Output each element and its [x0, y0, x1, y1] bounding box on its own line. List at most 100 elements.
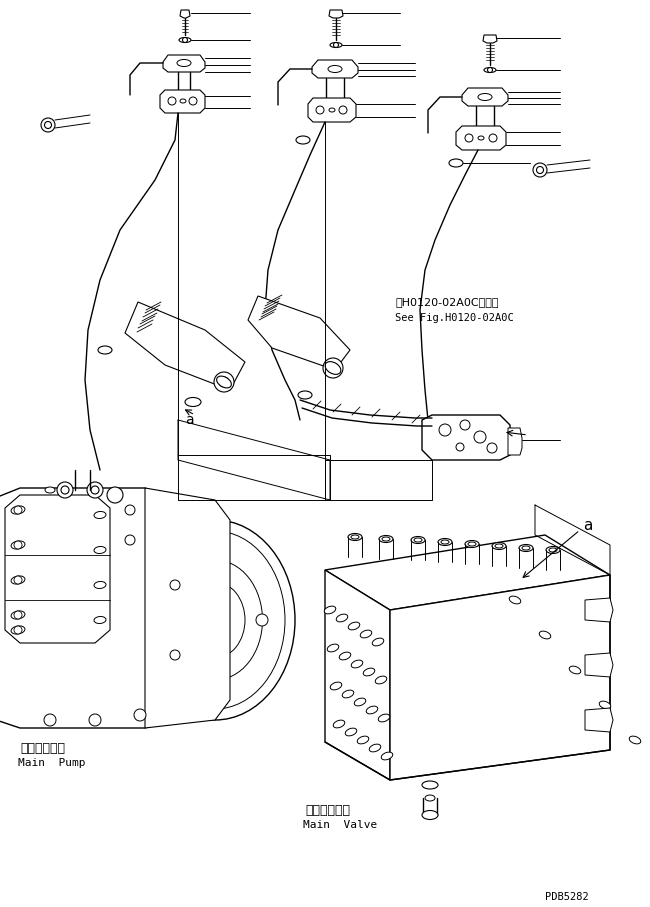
Ellipse shape [330, 682, 342, 690]
Ellipse shape [180, 99, 186, 103]
Polygon shape [248, 296, 350, 370]
Ellipse shape [546, 547, 560, 553]
Ellipse shape [330, 43, 342, 47]
Text: a: a [583, 518, 592, 532]
Ellipse shape [11, 611, 25, 619]
Ellipse shape [509, 596, 521, 604]
Ellipse shape [366, 707, 378, 714]
Text: PDB5282: PDB5282 [545, 892, 589, 902]
Ellipse shape [378, 714, 390, 722]
Ellipse shape [94, 617, 106, 623]
Ellipse shape [540, 631, 551, 639]
Circle shape [533, 163, 547, 177]
Ellipse shape [422, 811, 438, 820]
Ellipse shape [98, 346, 112, 354]
Polygon shape [325, 570, 390, 780]
Circle shape [328, 363, 338, 373]
Circle shape [465, 134, 473, 142]
Ellipse shape [522, 546, 530, 550]
Ellipse shape [348, 533, 362, 541]
Ellipse shape [360, 630, 372, 638]
Polygon shape [5, 495, 110, 643]
Ellipse shape [94, 581, 106, 589]
Circle shape [14, 506, 22, 514]
Ellipse shape [333, 720, 344, 728]
Ellipse shape [348, 622, 359, 629]
Circle shape [189, 97, 197, 105]
Polygon shape [483, 35, 497, 43]
Ellipse shape [363, 668, 375, 676]
Ellipse shape [422, 781, 438, 789]
Polygon shape [585, 708, 613, 732]
Ellipse shape [185, 397, 201, 406]
Circle shape [44, 122, 51, 129]
Ellipse shape [345, 728, 357, 736]
Ellipse shape [179, 37, 191, 43]
Ellipse shape [351, 535, 359, 539]
Text: メインバルブ: メインバルブ [305, 804, 350, 816]
Ellipse shape [351, 660, 363, 668]
Polygon shape [508, 428, 522, 455]
Ellipse shape [325, 362, 341, 375]
Ellipse shape [177, 60, 191, 66]
Ellipse shape [216, 376, 231, 388]
Ellipse shape [298, 391, 312, 399]
Circle shape [14, 576, 22, 584]
Circle shape [14, 611, 22, 619]
Circle shape [170, 580, 180, 590]
Ellipse shape [382, 537, 390, 541]
Circle shape [536, 167, 543, 173]
Ellipse shape [375, 676, 387, 684]
Ellipse shape [11, 626, 25, 634]
Circle shape [256, 614, 268, 626]
Ellipse shape [209, 612, 221, 628]
Circle shape [487, 443, 497, 453]
Text: a: a [185, 413, 194, 427]
Ellipse shape [209, 612, 221, 628]
Polygon shape [180, 10, 190, 18]
Ellipse shape [324, 606, 336, 614]
Ellipse shape [492, 542, 506, 550]
Ellipse shape [94, 512, 106, 519]
Polygon shape [163, 55, 205, 72]
Ellipse shape [478, 136, 484, 140]
Ellipse shape [599, 701, 611, 709]
Circle shape [41, 118, 55, 132]
Polygon shape [0, 488, 185, 728]
Ellipse shape [354, 698, 366, 706]
Ellipse shape [379, 535, 393, 542]
Ellipse shape [465, 541, 479, 548]
Polygon shape [585, 653, 613, 677]
Ellipse shape [441, 540, 449, 544]
Ellipse shape [382, 752, 393, 760]
Circle shape [439, 424, 451, 436]
Circle shape [460, 420, 470, 430]
Ellipse shape [329, 108, 335, 112]
Ellipse shape [296, 136, 310, 144]
Circle shape [214, 372, 234, 392]
Polygon shape [125, 302, 245, 390]
Ellipse shape [519, 544, 533, 551]
Ellipse shape [11, 541, 25, 549]
Ellipse shape [343, 690, 354, 697]
Polygon shape [160, 90, 205, 113]
Polygon shape [422, 415, 510, 460]
Ellipse shape [11, 576, 25, 584]
Polygon shape [456, 126, 506, 150]
Ellipse shape [549, 548, 557, 552]
Ellipse shape [478, 93, 492, 101]
Circle shape [125, 505, 135, 515]
Circle shape [316, 106, 324, 114]
Ellipse shape [425, 795, 435, 801]
Circle shape [170, 650, 180, 660]
Circle shape [168, 97, 176, 105]
Ellipse shape [484, 67, 496, 73]
Ellipse shape [468, 542, 476, 546]
Ellipse shape [94, 547, 106, 553]
Ellipse shape [135, 520, 295, 720]
Circle shape [87, 482, 103, 498]
Circle shape [61, 486, 69, 494]
Ellipse shape [336, 614, 348, 622]
Ellipse shape [358, 736, 369, 744]
Polygon shape [390, 575, 610, 780]
